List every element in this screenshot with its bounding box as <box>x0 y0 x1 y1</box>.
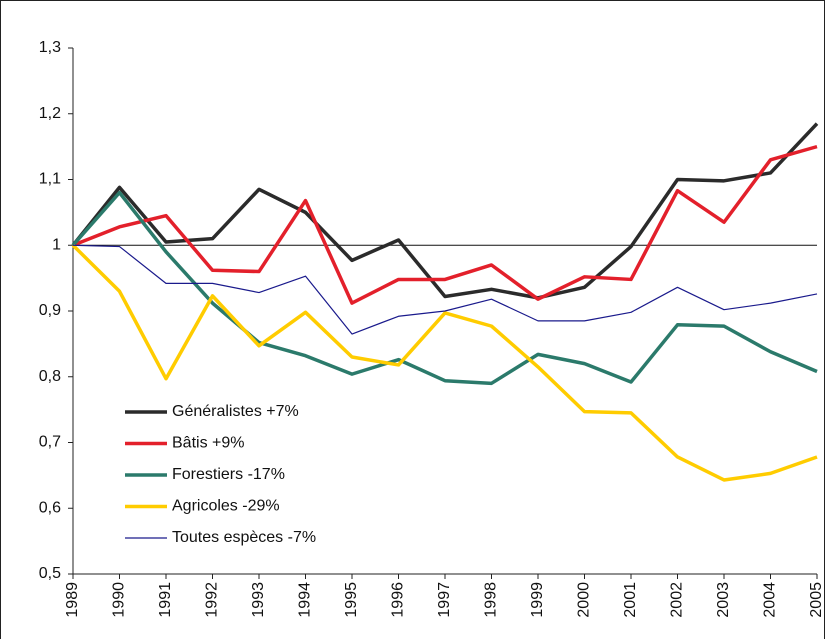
legend-label: Agricoles -29% <box>172 498 280 515</box>
x-tick-label: 2005 <box>808 582 825 618</box>
y-tick-label: 0,7 <box>39 434 61 451</box>
y-tick-label: 0,6 <box>39 499 61 516</box>
y-tick-label: 1 <box>52 236 61 253</box>
legend-label: Généralistes +7% <box>172 403 299 420</box>
legend-label: Bâtis +9% <box>172 435 244 452</box>
x-tick-label: 2004 <box>762 582 779 618</box>
y-tick-label: 0,8 <box>39 368 61 385</box>
y-tick-label: 1,2 <box>39 105 61 122</box>
x-tick-label: 2001 <box>622 582 639 618</box>
legend-label: Toutes espèces -7% <box>172 529 316 546</box>
x-tick-label: 1991 <box>157 582 174 618</box>
x-tick-label: 1999 <box>529 582 546 618</box>
x-tick-label: 2002 <box>669 582 686 618</box>
x-tick-label: 1997 <box>436 582 453 618</box>
y-tick-label: 1,1 <box>39 171 61 188</box>
series-line <box>71 244 818 482</box>
x-tick-label: 1993 <box>250 582 267 618</box>
x-tick-label: 1990 <box>111 582 128 618</box>
y-tick-label: 1,3 <box>39 39 61 56</box>
x-tick-label: 2003 <box>715 582 732 618</box>
series-line <box>71 122 819 300</box>
y-tick-label: 0,9 <box>39 302 61 319</box>
x-tick-label: 1992 <box>204 582 221 618</box>
series-line <box>71 190 818 386</box>
y-tick-label: 0,5 <box>39 565 61 582</box>
x-tick-label: 1989 <box>64 582 81 618</box>
series-line <box>72 144 818 305</box>
x-tick-label: 1994 <box>297 582 314 618</box>
x-tick-label: 1996 <box>390 582 407 618</box>
x-tick-label: 2000 <box>576 582 593 618</box>
x-tick-label: 1998 <box>483 582 500 618</box>
x-tick-label: 1995 <box>343 582 360 618</box>
series-line <box>72 244 818 335</box>
legend-label: Forestiers -17% <box>172 466 285 483</box>
